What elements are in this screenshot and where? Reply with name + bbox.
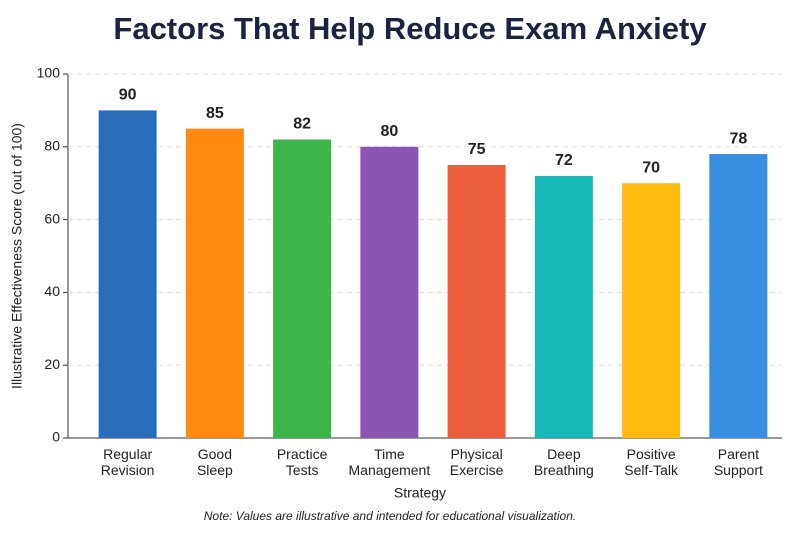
x-tick-label: Physical Exercise <box>450 446 504 478</box>
value-label: 72 <box>555 152 573 169</box>
value-label: 85 <box>206 105 224 122</box>
value-label: 78 <box>729 130 747 147</box>
x-axis-label: Strategy <box>394 485 446 501</box>
y-axis-label: Illustrative Effectiveness Score (out of… <box>9 123 25 389</box>
x-tick-label: Deep Breathing <box>534 446 594 478</box>
bar <box>447 165 506 438</box>
value-label: 70 <box>642 159 660 176</box>
value-label: 80 <box>380 123 398 140</box>
x-tick-label: Practice Tests <box>277 446 328 478</box>
bar <box>98 110 157 439</box>
y-tick-label: 80 <box>44 138 60 154</box>
bar <box>360 146 419 439</box>
bar <box>185 128 244 438</box>
x-tick-label: Regular Revision <box>101 446 155 478</box>
x-tick-label: Good Sleep <box>197 446 233 478</box>
note: Note: Values are illustrative and intend… <box>204 509 576 523</box>
bar <box>622 183 681 438</box>
y-tick-label: 60 <box>44 210 60 226</box>
value-label: 75 <box>468 141 486 158</box>
x-tick-label: Parent Support <box>714 446 763 478</box>
bar <box>709 154 768 438</box>
y-tick-label: 20 <box>44 356 60 372</box>
value-label: 82 <box>293 116 311 133</box>
bar <box>273 139 332 438</box>
chart-title: Factors That Help Reduce Exam Anxiety <box>113 11 707 46</box>
bar <box>534 175 593 439</box>
y-tick-label: 100 <box>37 65 61 81</box>
x-tick-label: Time Management <box>349 446 431 478</box>
y-tick-label: 40 <box>44 283 60 299</box>
value-label: 90 <box>119 87 137 104</box>
x-tick-label: Positive Self-Talk <box>624 446 679 478</box>
y-tick-label: 0 <box>52 429 60 445</box>
